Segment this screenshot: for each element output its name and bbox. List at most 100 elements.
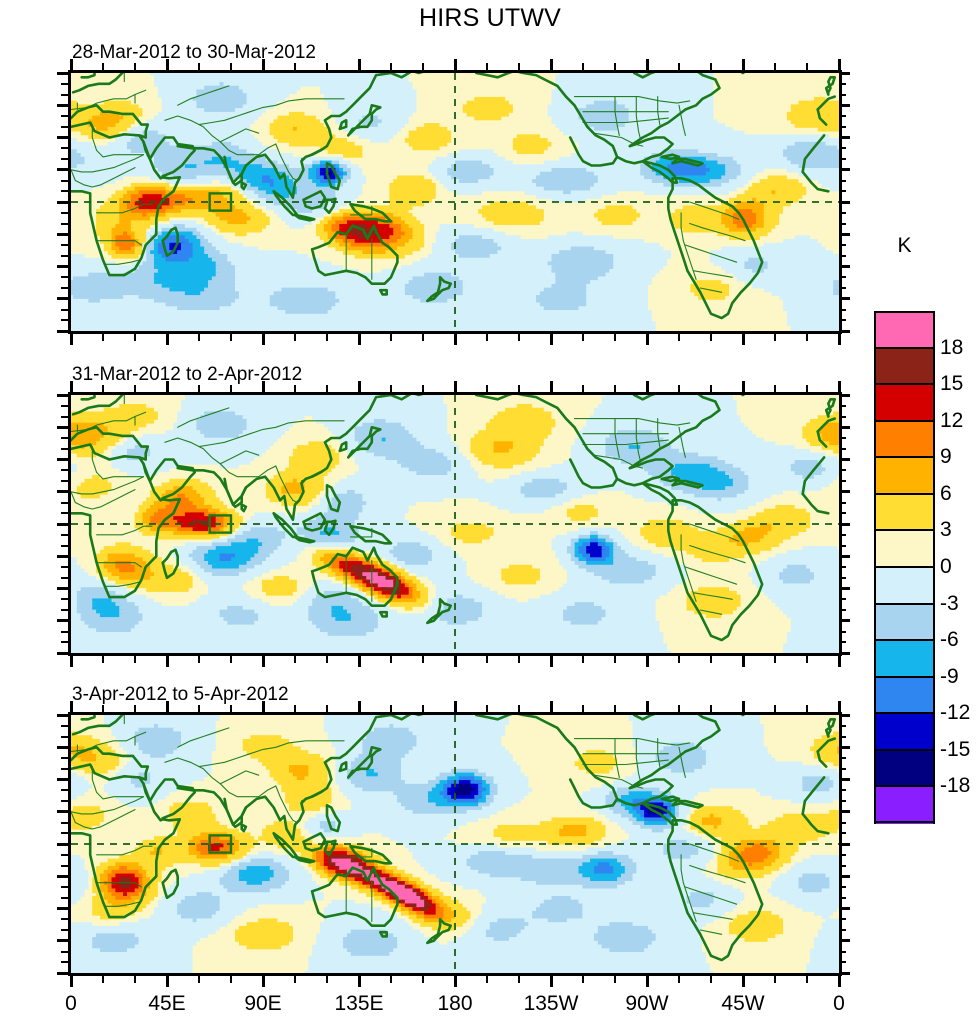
x-minor-tick <box>293 385 296 392</box>
x-minor-tick <box>229 334 232 341</box>
colorbar-separator <box>874 639 935 642</box>
map-panel-2[interactable] <box>68 392 842 656</box>
y-major-tick <box>839 587 850 590</box>
x-minor-tick <box>613 656 616 663</box>
x-minor-tick <box>517 334 520 341</box>
y-minor-tick <box>839 404 846 407</box>
colorbar-separator <box>874 602 935 605</box>
x-minor-tick <box>101 385 104 392</box>
y-major-tick <box>839 522 850 526</box>
y-major-tick <box>839 651 850 655</box>
y-minor-tick <box>839 147 846 150</box>
y-minor-tick <box>61 82 68 85</box>
y-minor-tick <box>61 641 68 644</box>
x-minor-tick <box>293 656 296 663</box>
y-major-tick <box>839 297 850 301</box>
x-minor-tick <box>101 334 104 341</box>
y-minor-tick <box>839 918 846 921</box>
colorbar-separator <box>874 456 935 459</box>
y-major-tick <box>839 874 850 878</box>
y-minor-tick <box>61 864 68 867</box>
x-minor-tick <box>133 976 136 983</box>
x-minor-tick <box>229 385 232 392</box>
colorbar-tick-label--3: -3 <box>940 591 959 615</box>
y-major-tick <box>57 907 68 910</box>
y-minor-tick <box>839 447 846 450</box>
x-minor-tick <box>389 334 392 341</box>
map-panel-3[interactable] <box>68 712 842 976</box>
y-minor-tick <box>61 544 68 547</box>
x-minor-tick <box>197 334 200 341</box>
colorbar-band-13[interactable] <box>874 786 935 824</box>
x-major-tick <box>645 381 649 392</box>
x-minor-tick <box>517 656 520 663</box>
x-major-tick <box>453 656 457 667</box>
y-minor-tick <box>61 853 68 856</box>
x-minor-tick <box>389 705 392 712</box>
colorbar-band-8[interactable] <box>874 603 935 641</box>
x-major-tick <box>645 334 649 345</box>
colorbar[interactable]: 18 15 12 9 6 3 0 -3 -6 -9 -12 -15 -18 <box>874 311 970 824</box>
x-minor-tick <box>517 63 520 70</box>
colorbar-band-0[interactable] <box>874 311 935 349</box>
y-minor-tick <box>839 757 846 759</box>
map-panel-1[interactable] <box>68 70 842 334</box>
x-minor-tick <box>389 63 392 70</box>
colorbar-band-9[interactable] <box>874 640 935 678</box>
y-minor-tick <box>61 308 68 311</box>
x-minor-tick <box>773 385 776 392</box>
x-major-tick <box>357 381 361 392</box>
y-minor-tick <box>61 886 68 888</box>
y-major-tick <box>839 907 850 910</box>
y-major-tick <box>57 971 68 975</box>
x-minor-tick <box>581 334 584 341</box>
colorbar-band-12[interactable] <box>874 749 935 787</box>
colorbar-band-6[interactable] <box>874 530 935 568</box>
y-minor-tick <box>61 724 68 727</box>
y-minor-tick <box>839 125 846 128</box>
y-major-tick <box>57 103 68 107</box>
colorbar-band-1[interactable] <box>874 347 935 385</box>
x-minor-tick <box>293 976 296 983</box>
colorbar-band-7[interactable] <box>874 567 935 605</box>
y-minor-tick <box>839 896 846 899</box>
y-major-tick <box>839 232 850 236</box>
x-major-tick <box>453 701 457 712</box>
x-minor-tick <box>389 656 392 663</box>
x-tick-label-45W: 45W <box>721 992 765 1015</box>
x-minor-tick <box>197 63 200 70</box>
colorbar-band-4[interactable] <box>874 457 935 495</box>
x-minor-tick <box>133 63 136 70</box>
x-minor-tick <box>101 705 104 712</box>
y-major-tick <box>57 168 68 172</box>
y-minor-tick <box>61 190 68 193</box>
colorbar-band-2[interactable] <box>874 384 935 422</box>
y-minor-tick <box>839 287 846 289</box>
x-minor-tick <box>229 976 232 983</box>
colorbar-band-3[interactable] <box>874 420 935 458</box>
x-major-tick <box>165 656 169 667</box>
y-minor-tick <box>61 566 68 568</box>
y-minor-tick <box>839 308 846 311</box>
x-major-tick <box>453 334 457 345</box>
y-major-tick <box>839 458 850 461</box>
y-minor-tick <box>61 404 68 407</box>
x-minor-tick <box>485 656 488 663</box>
y-major-tick <box>57 778 68 781</box>
x-major-tick <box>837 976 841 987</box>
y-major-tick <box>57 587 68 590</box>
y-minor-tick <box>839 115 846 117</box>
colorbar-band-11[interactable] <box>874 713 935 751</box>
x-minor-tick <box>773 705 776 712</box>
y-minor-tick <box>839 469 846 472</box>
colorbar-band-10[interactable] <box>874 676 935 714</box>
y-major-tick <box>839 200 850 204</box>
y-major-tick <box>57 713 68 717</box>
x-major-tick <box>453 381 457 392</box>
panel-1-title: 28-Mar-2012 to 30-Mar-2012 <box>72 42 316 63</box>
colorbar-separator <box>874 785 935 788</box>
country-borders <box>71 715 746 935</box>
x-major-tick <box>165 976 169 987</box>
colorbar-band-5[interactable] <box>874 493 935 531</box>
